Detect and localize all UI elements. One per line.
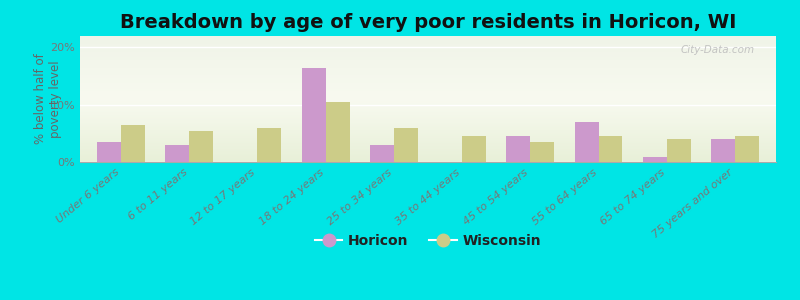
Title: Breakdown by age of very poor residents in Horicon, WI: Breakdown by age of very poor residents … [120, 13, 736, 32]
Bar [462, 136, 486, 162]
Bar [506, 136, 530, 162]
Bar [258, 128, 282, 162]
Bar [598, 136, 622, 162]
Bar [735, 136, 759, 162]
Bar [121, 125, 145, 162]
Bar [166, 145, 189, 162]
Bar [667, 139, 690, 162]
Legend: Horicon, Wisconsin: Horicon, Wisconsin [309, 228, 547, 253]
Bar [574, 122, 598, 162]
Bar [394, 128, 418, 162]
Bar [189, 130, 213, 162]
Bar [370, 145, 394, 162]
Bar [97, 142, 121, 162]
Bar [302, 68, 326, 162]
Bar [643, 158, 667, 162]
Bar [711, 139, 735, 162]
Bar [530, 142, 554, 162]
Y-axis label: % below half of
poverty level: % below half of poverty level [34, 54, 62, 144]
Bar [326, 102, 350, 162]
Text: City-Data.com: City-Data.com [681, 45, 755, 55]
